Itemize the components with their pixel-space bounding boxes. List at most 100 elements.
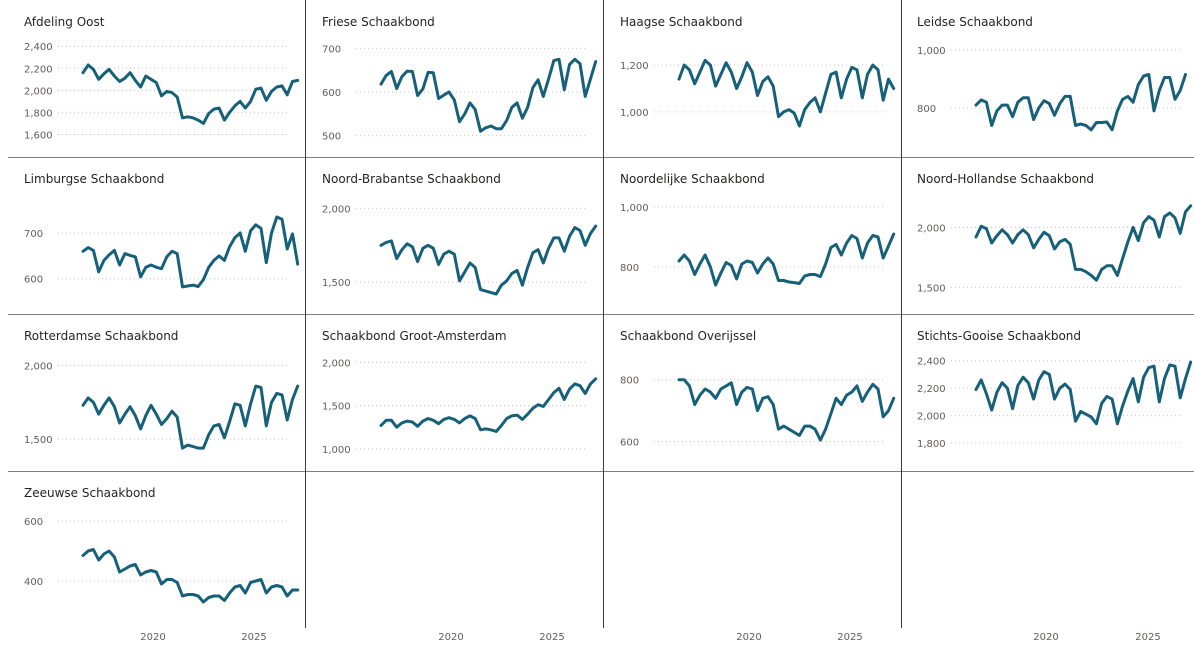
y-tick-label: 800 bbox=[917, 104, 936, 115]
row-divider bbox=[8, 157, 1194, 158]
chart-title: Rotterdamse Schaakbond bbox=[24, 329, 179, 343]
chart-panel: Zeeuwse Schaakbond 600 400 bbox=[0, 471, 300, 628]
line-chart: 2,000 1,500 bbox=[917, 204, 1193, 294]
series-line bbox=[677, 378, 896, 442]
y-tick-label: 2,000 bbox=[24, 86, 53, 97]
y-tick-label: 2,400 bbox=[917, 357, 946, 368]
x-tick-label: 2025 bbox=[241, 632, 267, 643]
series-line bbox=[379, 57, 598, 133]
y-tick-label: 1,500 bbox=[24, 435, 53, 446]
series-line bbox=[81, 215, 300, 289]
chart-panel: Noord-Brabantse Schaakbond 2,000 1,500 bbox=[298, 157, 598, 314]
column-divider bbox=[901, 0, 902, 628]
y-tick-label: 1,500 bbox=[917, 283, 946, 294]
line-chart: 2,400 2,200 2,000 1,800 bbox=[917, 357, 1193, 450]
y-tick-label: 1,800 bbox=[917, 439, 946, 450]
chart-panel: Noordelijke Schaakbond 1,000 800 bbox=[596, 157, 896, 314]
line-chart: 600 400 bbox=[24, 517, 300, 604]
y-tick-label: 800 bbox=[620, 263, 639, 274]
line-chart: 700 600 500 bbox=[322, 44, 598, 143]
series-line bbox=[677, 58, 896, 128]
series-line bbox=[379, 224, 598, 296]
column-divider bbox=[603, 0, 604, 628]
y-tick-label: 1,000 bbox=[322, 445, 351, 456]
y-tick-label: 600 bbox=[24, 275, 43, 286]
y-tick-label: 700 bbox=[24, 229, 43, 240]
y-tick-label: 2,000 bbox=[322, 204, 351, 215]
chart-title: Leidse Schaakbond bbox=[917, 15, 1033, 29]
y-tick-label: 1,200 bbox=[620, 61, 649, 72]
y-tick-label: 600 bbox=[24, 517, 43, 528]
x-tick-label: 2025 bbox=[539, 632, 565, 643]
series-line bbox=[379, 377, 598, 433]
series-line bbox=[81, 384, 300, 450]
series-line bbox=[81, 63, 300, 125]
y-tick-label: 2,000 bbox=[917, 223, 946, 234]
x-tick-label: 2020 bbox=[438, 632, 464, 643]
series-line bbox=[81, 548, 300, 604]
chart-panel: Leidse Schaakbond 1,000 800 bbox=[893, 0, 1191, 157]
chart-panel: Haagse Schaakbond 1,200 1,000 bbox=[596, 0, 896, 157]
y-tick-label: 1,800 bbox=[24, 108, 53, 119]
chart-title: Zeeuwse Schaakbond bbox=[24, 486, 156, 500]
chart-title: Haagse Schaakbond bbox=[620, 15, 743, 29]
chart-title: Noordelijke Schaakbond bbox=[620, 172, 765, 186]
y-tick-label: 500 bbox=[322, 132, 341, 143]
row-divider bbox=[8, 471, 1194, 472]
chart-title: Stichts-Gooise Schaakbond bbox=[917, 329, 1082, 343]
chart-title: Friese Schaakbond bbox=[322, 15, 435, 29]
chart-panel: Schaakbond Overijssel 800 600 bbox=[596, 314, 896, 471]
chart-title: Limburgse Schaakbond bbox=[24, 172, 165, 186]
y-tick-label: 2,200 bbox=[917, 384, 946, 395]
y-tick-label: 1,000 bbox=[917, 46, 946, 57]
chart-panel: Limburgse Schaakbond 700 600 bbox=[0, 157, 300, 314]
y-tick-label: 600 bbox=[322, 88, 341, 99]
chart-title: Schaakbond Groot-Amsterdam bbox=[322, 329, 507, 343]
chart-title: Schaakbond Overijssel bbox=[620, 329, 757, 343]
y-tick-label: 700 bbox=[322, 44, 341, 55]
line-chart: 2,000 1,500 bbox=[322, 204, 598, 296]
x-tick-label: 2020 bbox=[1033, 632, 1059, 643]
chart-panel: Friese Schaakbond 700 600 500 bbox=[298, 0, 598, 157]
y-tick-label: 2,000 bbox=[917, 412, 946, 423]
line-chart: 2,000 1,500 1,000 bbox=[322, 358, 598, 456]
chart-panel: Noord-Hollandse Schaakbond 2,000 1,500 bbox=[893, 157, 1193, 314]
series-line bbox=[974, 73, 1187, 132]
y-tick-label: 1,500 bbox=[322, 278, 351, 289]
y-tick-label: 2,400 bbox=[24, 42, 53, 53]
chart-title: Afdeling Oost bbox=[24, 15, 105, 29]
line-chart: 1,200 1,000 bbox=[620, 58, 896, 128]
column-divider bbox=[305, 0, 306, 628]
x-tick-label: 2020 bbox=[140, 632, 166, 643]
y-tick-label: 1,600 bbox=[24, 130, 53, 141]
chart-panel: Afdeling Oost 2,400 2,200 2,000 1,800 1,600 bbox=[0, 0, 300, 157]
x-tick-label: 2025 bbox=[1135, 632, 1161, 643]
x-tick-label: 2020 bbox=[736, 632, 762, 643]
line-chart: 2,400 2,200 2,000 1,800 1,600 bbox=[24, 42, 300, 141]
line-chart: 1,000 800 bbox=[917, 46, 1187, 132]
x-tick-label: 2025 bbox=[837, 632, 863, 643]
y-tick-label: 600 bbox=[620, 438, 639, 449]
series-line bbox=[974, 204, 1193, 282]
line-chart: 700 600 bbox=[24, 215, 300, 289]
chart-title: Noord-Hollandse Schaakbond bbox=[917, 172, 1095, 186]
chart-panel: Rotterdamse Schaakbond 2,000 1,500 bbox=[0, 314, 300, 471]
line-chart: 2,000 1,500 bbox=[24, 361, 300, 450]
row-divider bbox=[8, 314, 1194, 315]
line-chart: 1,000 800 bbox=[620, 203, 896, 287]
y-tick-label: 2,200 bbox=[24, 64, 53, 75]
series-line bbox=[677, 232, 896, 287]
chart-title: Noord-Brabantse Schaakbond bbox=[322, 172, 501, 186]
chart-panel: Schaakbond Groot-Amsterdam 2,000 1,500 1,00… bbox=[298, 314, 598, 471]
y-tick-label: 800 bbox=[620, 376, 639, 387]
y-tick-label: 1,500 bbox=[322, 402, 351, 413]
y-tick-label: 2,000 bbox=[322, 358, 351, 369]
y-tick-label: 400 bbox=[24, 577, 43, 588]
y-tick-label: 1,000 bbox=[620, 108, 649, 119]
series-line bbox=[974, 360, 1193, 426]
y-tick-label: 1,000 bbox=[620, 203, 649, 214]
line-chart: 800 600 bbox=[620, 376, 896, 449]
y-tick-label: 2,000 bbox=[24, 361, 53, 372]
chart-panel: Stichts-Gooise Schaakbond 2,400 2,200 2,000… bbox=[893, 314, 1193, 471]
